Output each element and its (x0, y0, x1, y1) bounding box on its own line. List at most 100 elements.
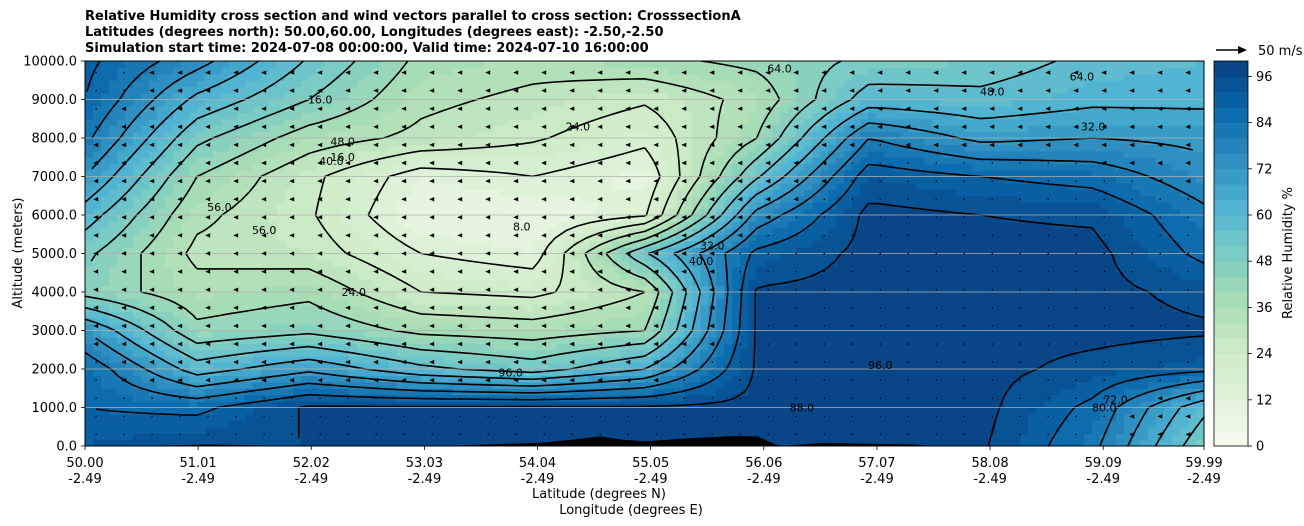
humidity-cell (716, 426, 726, 434)
humidity-cell (308, 433, 318, 441)
humidity-cell (460, 215, 470, 223)
humidity-cell (652, 349, 662, 357)
humidity-cell (180, 426, 190, 434)
humidity-cell (596, 182, 606, 190)
humidity-cell (324, 125, 334, 133)
humidity-cell (356, 99, 366, 107)
humidity-cell (660, 73, 670, 81)
humidity-cell (556, 144, 566, 152)
humidity-cell (460, 311, 470, 319)
humidity-cell (476, 413, 486, 421)
humidity-cell (732, 266, 742, 274)
humidity-cell (100, 202, 110, 210)
humidity-cell (684, 61, 694, 69)
humidity-cell (564, 413, 574, 421)
humidity-cell (492, 304, 502, 312)
humidity-cell (556, 202, 566, 210)
humidity-cell (468, 234, 478, 242)
humidity-cell (124, 394, 134, 402)
humidity-cell (308, 298, 318, 306)
humidity-cell (204, 240, 214, 248)
humidity-cell (604, 93, 614, 101)
humidity-cell (308, 407, 318, 415)
humidity-cell (212, 426, 222, 434)
humidity-cell (396, 99, 406, 107)
humidity-cell (484, 330, 494, 338)
humidity-cell (684, 80, 694, 88)
humidity-cell (644, 208, 654, 216)
humidity-cell (380, 202, 390, 210)
humidity-cell (540, 125, 550, 133)
humidity-cell (348, 413, 358, 421)
humidity-cell (388, 266, 398, 274)
humidity-cell (364, 336, 374, 344)
humidity-cell (212, 381, 222, 389)
humidity-cell (340, 105, 350, 113)
humidity-cell (412, 426, 422, 434)
humidity-cell (228, 413, 238, 421)
humidity-cell (156, 433, 166, 441)
humidity-cell (708, 170, 718, 178)
humidity-cell (468, 266, 478, 274)
humidity-cell (140, 381, 150, 389)
plot-area: 16.024.040.048.056.0 8.032.096.080.072.06… (84, 60, 1205, 447)
humidity-cell (652, 343, 662, 351)
humidity-cell (572, 105, 582, 113)
humidity-cell (508, 189, 518, 197)
humidity-cell (420, 285, 430, 293)
humidity-cell (300, 362, 310, 370)
humidity-cell (540, 112, 550, 120)
humidity-cell (324, 356, 334, 364)
humidity-cell (372, 227, 382, 235)
humidity-cell (212, 317, 222, 325)
humidity-cell (196, 176, 206, 184)
humidity-cell (468, 362, 478, 370)
humidity-cell (716, 234, 726, 242)
humidity-cell (700, 202, 710, 210)
humidity-cell (180, 73, 190, 81)
humidity-cell (556, 125, 566, 133)
humidity-cell (436, 266, 446, 274)
humidity-cell (716, 336, 726, 344)
humidity-cell (252, 189, 262, 197)
humidity-cell (580, 144, 590, 152)
humidity-cell (692, 61, 702, 69)
humidity-cell (668, 407, 678, 415)
humidity-cell (244, 118, 254, 126)
humidity-cell (228, 80, 238, 88)
humidity-cell (236, 266, 246, 274)
humidity-cell (404, 170, 414, 178)
humidity-cell (244, 433, 254, 441)
humidity-cell (476, 349, 486, 357)
humidity-cell (636, 336, 646, 344)
humidity-cell (436, 272, 446, 280)
humidity-cell (300, 73, 310, 81)
humidity-cell (476, 150, 486, 158)
humidity-cell (644, 413, 654, 421)
humidity-cell (92, 86, 102, 94)
humidity-cell (724, 420, 734, 428)
humidity-cell (212, 80, 222, 88)
humidity-cell (116, 176, 126, 184)
humidity-cell (260, 330, 270, 338)
humidity-cell (684, 208, 694, 216)
humidity-cell (580, 324, 590, 332)
humidity-cell (580, 381, 590, 389)
humidity-cell (564, 144, 574, 152)
humidity-cell (92, 317, 102, 325)
humidity-cell (428, 112, 438, 120)
humidity-cell (364, 131, 374, 139)
humidity-cell (276, 420, 286, 428)
humidity-cell (356, 285, 366, 293)
chart-title-line-1: Relative Humidity cross section and wind… (85, 9, 741, 24)
humidity-cell (652, 369, 662, 377)
humidity-cell (324, 298, 334, 306)
humidity-cell (628, 343, 638, 351)
humidity-cell (644, 247, 654, 255)
humidity-cell (100, 349, 110, 357)
humidity-cell (140, 362, 150, 370)
humidity-cell (452, 131, 462, 139)
humidity-cell (580, 99, 590, 107)
humidity-cell (452, 182, 462, 190)
humidity-cell (428, 118, 438, 126)
